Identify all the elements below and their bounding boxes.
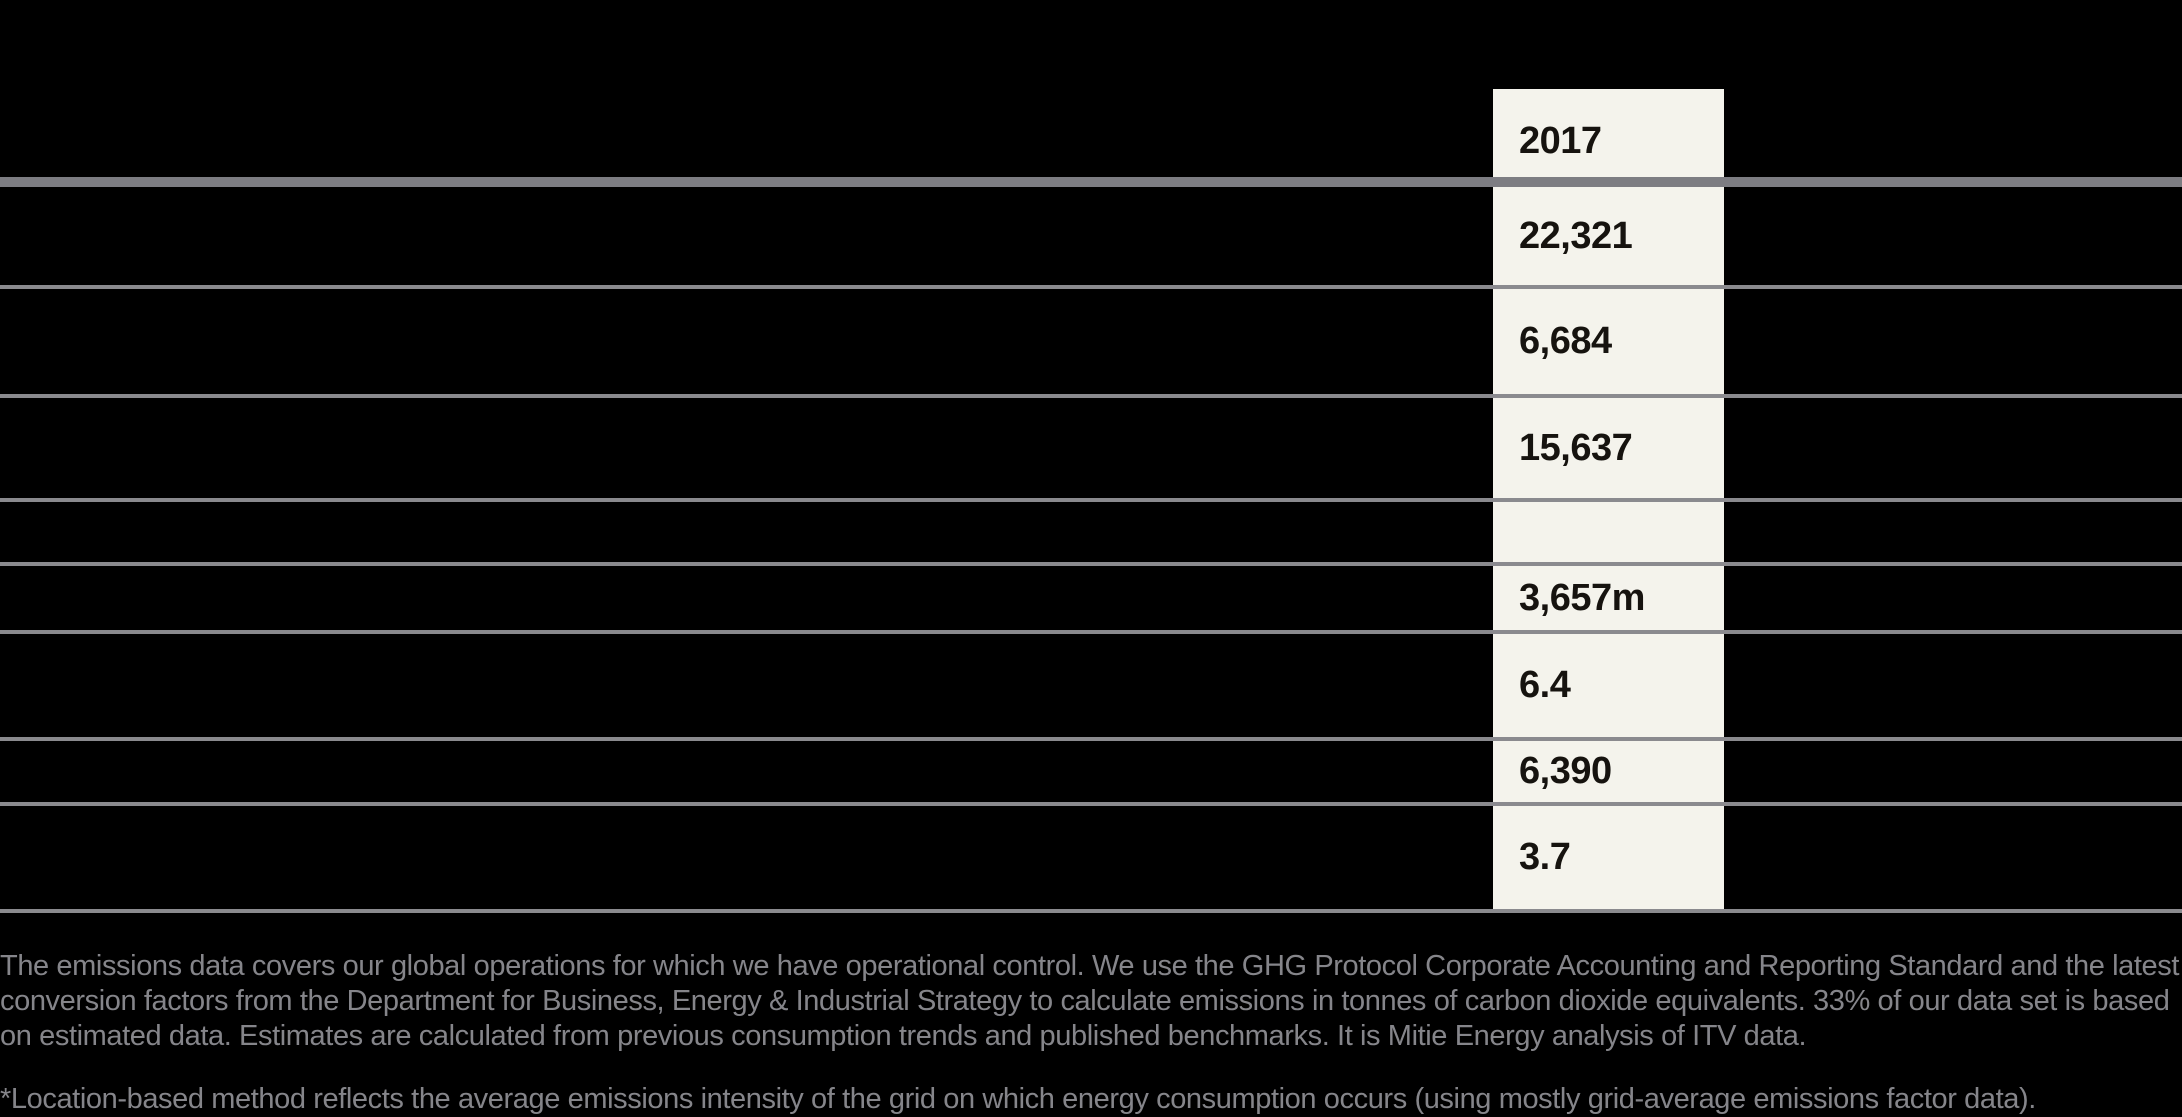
table-row: 3.7 bbox=[0, 806, 2182, 913]
footnotes: The emissions data covers our global ope… bbox=[0, 949, 2182, 1117]
table-row: 3,657m bbox=[0, 566, 2182, 634]
year-value-cell: 15,637 bbox=[1493, 398, 1724, 498]
year-value-cell: 3,657m bbox=[1493, 566, 1724, 630]
table-body: 22,321 6,684 15,637 3,657m 6.4 6,390 3 bbox=[0, 187, 2182, 913]
year-value: 15,637 bbox=[1519, 426, 1633, 469]
table-row: 6,684 bbox=[0, 289, 2182, 398]
year-value: 6,684 bbox=[1519, 320, 1612, 362]
table-header-row: 2017 bbox=[0, 89, 2182, 177]
table-row: 15,637 bbox=[0, 398, 2182, 502]
year-value: 6.4 bbox=[1519, 664, 1571, 706]
table-row bbox=[0, 502, 2182, 566]
year-value-cell: 6.4 bbox=[1493, 634, 1724, 737]
year-value-cell: 22,321 bbox=[1493, 187, 1724, 285]
table-row: 6,390 bbox=[0, 741, 2182, 806]
year-value: 3.7 bbox=[1519, 836, 1571, 878]
year-value-cell: 6,684 bbox=[1493, 289, 1724, 394]
year-value-cell bbox=[1493, 502, 1724, 562]
emissions-table: 2017 22,321 6,684 15,637 3,657m 6.4 bbox=[0, 0, 2182, 913]
year-value: 22,321 bbox=[1519, 214, 1633, 257]
year-value-cell: 3.7 bbox=[1493, 806, 1724, 909]
footnote-location-based: *Location-based method reflects the aver… bbox=[0, 1083, 2036, 1115]
year-value-cell: 6,390 bbox=[1493, 741, 1724, 802]
year-column-header-cell: 2017 bbox=[1493, 89, 1724, 177]
footnote-methodology: The emissions data covers our global ope… bbox=[0, 950, 2180, 1052]
table-top-spacer bbox=[0, 0, 2182, 89]
table-row: 22,321 bbox=[0, 187, 2182, 289]
year-value: 3,657m bbox=[1519, 576, 1645, 619]
year-header-label: 2017 bbox=[1519, 120, 1602, 162]
header-divider-line bbox=[0, 177, 2182, 187]
table-row: 6.4 bbox=[0, 634, 2182, 741]
year-value: 6,390 bbox=[1519, 750, 1612, 792]
